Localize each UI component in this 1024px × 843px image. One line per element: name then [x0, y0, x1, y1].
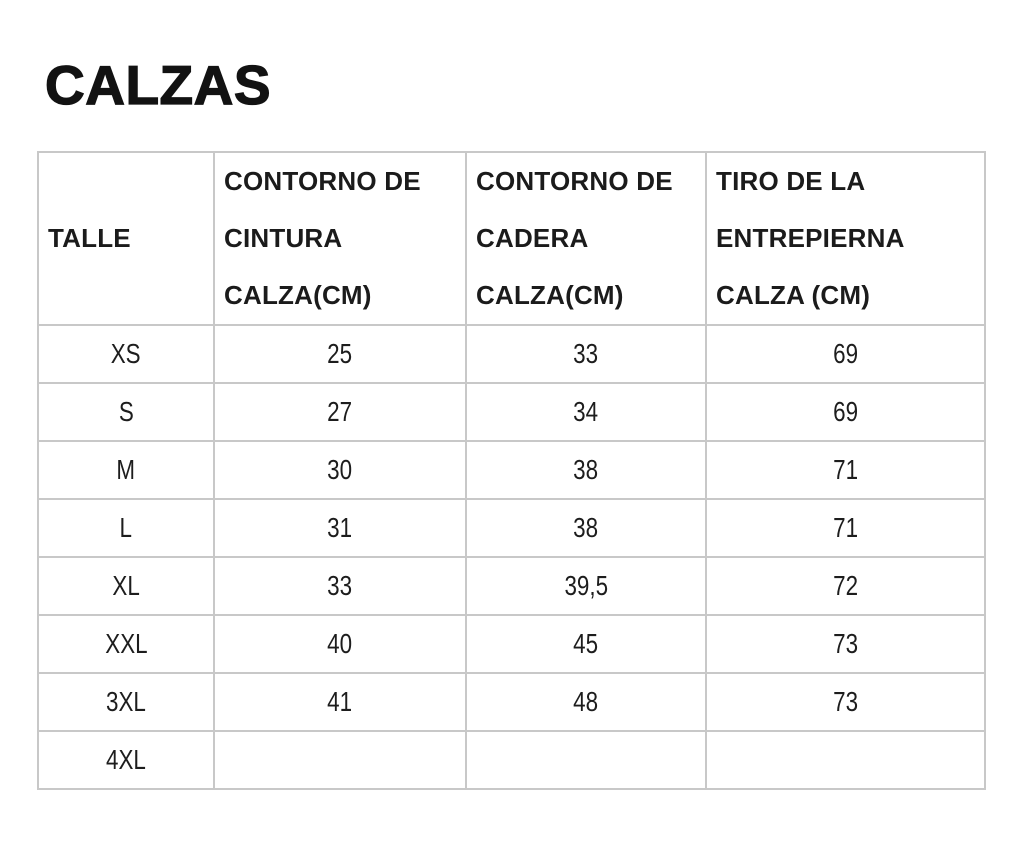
cell-cintura: 40	[213, 614, 467, 675]
cell-value: 48	[573, 686, 599, 718]
cell-value: 38	[573, 454, 599, 486]
cell-cadera	[465, 730, 707, 791]
cell-cintura: 33	[213, 556, 467, 617]
table-row-s: S 27 34 69	[37, 382, 986, 443]
cell-value: 33	[327, 570, 353, 602]
page-title: CALZAS	[44, 53, 272, 116]
cell-talle: XS	[37, 324, 215, 385]
cell-tiro: 73	[705, 614, 986, 675]
cell-cintura: 41	[213, 672, 467, 733]
cell-talle: XXL	[37, 614, 215, 675]
column-header-contorno-cadera: CONTORNO DE CADERA CALZA(CM)	[465, 151, 707, 327]
header-line: CALZA(CM)	[224, 280, 372, 311]
cell-cadera: 39,5	[465, 556, 707, 617]
cell-value: 33	[573, 338, 599, 370]
cell-value: 73	[833, 686, 858, 718]
cell-value: 38	[573, 512, 599, 544]
cell-talle: 4XL	[37, 730, 215, 791]
cell-cintura: 30	[213, 440, 467, 501]
cell-value: 71	[833, 512, 858, 544]
cell-value: 40	[327, 628, 353, 660]
cell-value: XXL	[104, 628, 148, 660]
cell-value: 45	[573, 628, 599, 660]
column-header-talle: TALLE	[37, 151, 215, 327]
cell-cintura: 27	[213, 382, 467, 443]
cell-value: 41	[327, 686, 353, 718]
table-row-xs: XS 25 33 69	[37, 324, 986, 385]
table-row-3xl: 3XL 41 48 73	[37, 672, 986, 733]
table-row-4xl: 4XL	[37, 730, 986, 791]
cell-cadera: 33	[465, 324, 707, 385]
cell-value: 71	[833, 454, 858, 486]
header-line: CALZA (CM)	[716, 280, 871, 311]
cell-talle: S	[37, 382, 215, 443]
cell-value: 34	[573, 396, 599, 428]
cell-value: S	[118, 396, 134, 428]
cell-tiro: 69	[705, 324, 986, 385]
cell-value: M	[116, 454, 136, 486]
header-line: CONTORNO DE	[476, 166, 673, 197]
cell-talle: M	[37, 440, 215, 501]
cell-value: 3XL	[106, 686, 146, 718]
cell-value: 25	[327, 338, 353, 370]
cell-cadera: 38	[465, 440, 707, 501]
cell-talle: XL	[37, 556, 215, 617]
header-line: TIRO DE LA	[716, 166, 866, 197]
cell-value: 69	[833, 338, 858, 370]
cell-value: XS	[111, 338, 141, 370]
table-row-l: L 31 38 71	[37, 498, 986, 559]
header-line: CINTURA	[224, 223, 343, 254]
header-line: CALZA(CM)	[476, 280, 624, 311]
cell-cintura: 25	[213, 324, 467, 385]
cell-tiro: 71	[705, 498, 986, 559]
cell-cintura	[213, 730, 467, 791]
cell-value: 4XL	[106, 744, 146, 776]
cell-value: L	[119, 512, 133, 544]
cell-talle: 3XL	[37, 672, 215, 733]
header-line: TALLE	[48, 223, 131, 254]
cell-cadera: 34	[465, 382, 707, 443]
cell-tiro	[705, 730, 986, 791]
header-line: CADERA	[476, 223, 589, 254]
cell-value: 72	[833, 570, 858, 602]
cell-tiro: 72	[705, 556, 986, 617]
cell-value: 73	[833, 628, 858, 660]
cell-value: 39,5	[564, 570, 608, 602]
header-row: TALLE CONTORNO DE CINTURA CALZA(CM) CONT…	[37, 151, 986, 327]
cell-cadera: 48	[465, 672, 707, 733]
column-header-tiro-entrepierna: TIRO DE LA ENTREPIERNA CALZA (CM)	[705, 151, 986, 327]
cell-cintura: 31	[213, 498, 467, 559]
cell-value: XL	[112, 570, 140, 602]
table-row-xl: XL 33 39,5 72	[37, 556, 986, 617]
cell-value: 69	[833, 396, 858, 428]
header-line: CONTORNO DE	[224, 166, 421, 197]
table-row-xxl: XXL 40 45 73	[37, 614, 986, 675]
cell-talle: L	[37, 498, 215, 559]
cell-value: 27	[327, 396, 353, 428]
cell-value: 31	[327, 512, 353, 544]
cell-tiro: 73	[705, 672, 986, 733]
cell-value: 30	[327, 454, 353, 486]
cell-tiro: 71	[705, 440, 986, 501]
cell-cadera: 45	[465, 614, 707, 675]
size-chart-table: TALLE CONTORNO DE CINTURA CALZA(CM) CONT…	[37, 151, 986, 791]
header-line: ENTREPIERNA	[716, 223, 905, 254]
table-row-m: M 30 38 71	[37, 440, 986, 501]
column-header-contorno-cintura: CONTORNO DE CINTURA CALZA(CM)	[213, 151, 467, 327]
cell-cadera: 38	[465, 498, 707, 559]
cell-tiro: 69	[705, 382, 986, 443]
